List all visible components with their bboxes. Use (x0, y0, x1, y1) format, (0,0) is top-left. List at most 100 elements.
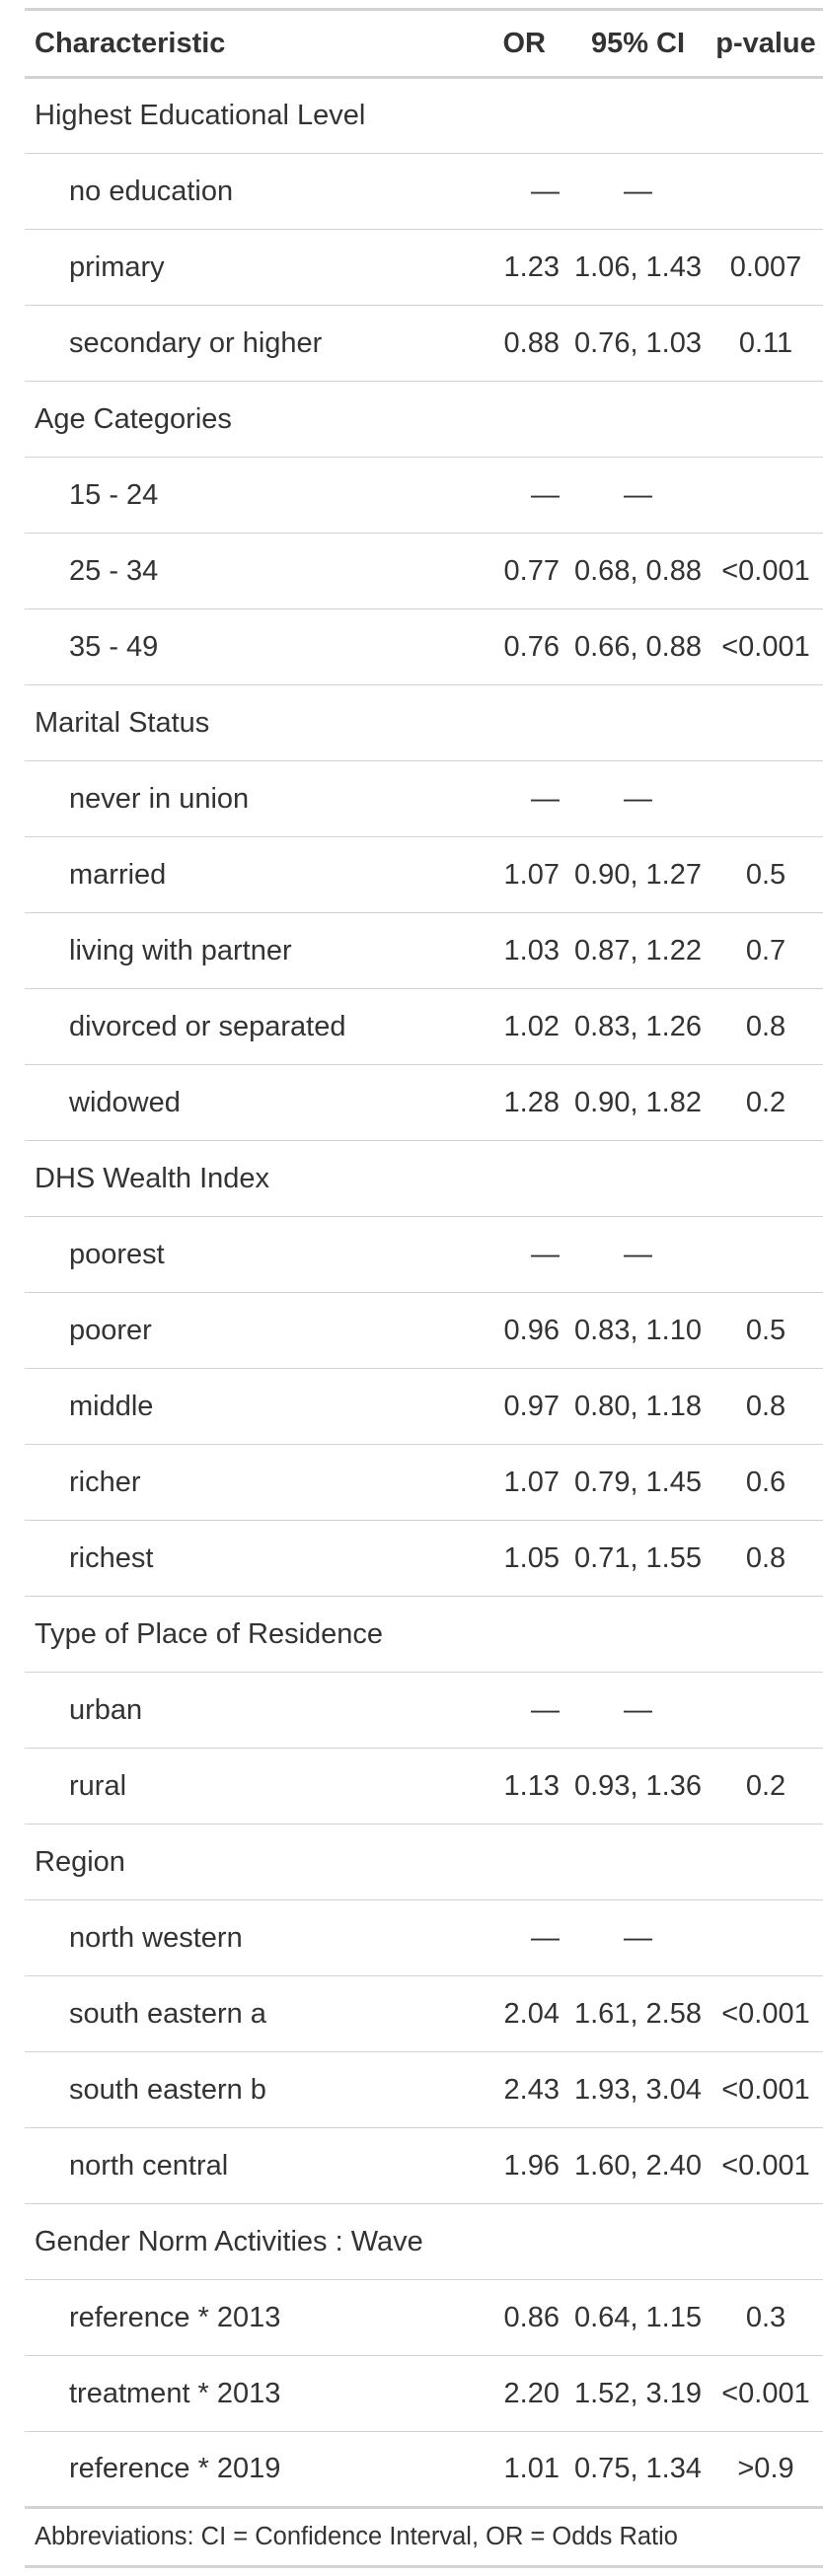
cell-or: 1.05 (464, 1520, 567, 1597)
cell-p-value (709, 77, 823, 154)
cell-or: 0.96 (464, 1292, 567, 1369)
cell-p-value (709, 684, 823, 761)
cell-characteristic: poorer (25, 1292, 464, 1369)
table-row: 35 - 49 0.76 0.66, 0.88 <0.001 (25, 608, 823, 685)
cell-or: 1.01 (464, 2431, 567, 2509)
cell-characteristic: living with partner (25, 912, 464, 989)
cell-characteristic: never in union (25, 760, 464, 837)
cell-ci: — (567, 1672, 709, 1749)
table-row: middle 0.97 0.80, 1.18 0.8 (25, 1368, 823, 1445)
table-row: south eastern a 2.04 1.61, 2.58 <0.001 (25, 1975, 823, 2052)
cell-or: 0.77 (464, 533, 567, 609)
cell-characteristic: Age Categories (25, 381, 464, 458)
cell-characteristic: south eastern b (25, 2051, 464, 2128)
header-row: Characteristic OR 95% CI p-value (25, 8, 823, 79)
cell-or: 1.03 (464, 912, 567, 989)
cell-p-value: <0.001 (709, 533, 823, 609)
header-p-value: p-value (709, 8, 823, 79)
cell-ci (567, 684, 709, 761)
cell-p-value: 0.11 (709, 305, 823, 382)
cell-ci: 0.90, 1.82 (567, 1064, 709, 1141)
table-row: richer 1.07 0.79, 1.45 0.6 (25, 1444, 823, 1521)
cell-characteristic: reference * 2013 (25, 2279, 464, 2356)
cell-characteristic: divorced or separated (25, 988, 464, 1065)
regression-table: Characteristic OR 95% CI p-value Highest… (25, 8, 823, 2568)
cell-or: 0.97 (464, 1368, 567, 1445)
cell-p-value: 0.8 (709, 988, 823, 1065)
cell-or: — (464, 1216, 567, 1293)
table-row: south eastern b 2.43 1.93, 3.04 <0.001 (25, 2051, 823, 2128)
cell-p-value (709, 1672, 823, 1749)
cell-p-value: 0.007 (709, 229, 823, 306)
cell-characteristic: richer (25, 1444, 464, 1521)
cell-ci: 1.52, 3.19 (567, 2355, 709, 2432)
cell-characteristic: richest (25, 1520, 464, 1597)
table-row: 25 - 34 0.77 0.68, 0.88 <0.001 (25, 533, 823, 609)
cell-characteristic: rural (25, 1748, 464, 1825)
cell-or: 0.88 (464, 305, 567, 382)
cell-or: 0.86 (464, 2279, 567, 2356)
table-row: north western — — (25, 1899, 823, 1976)
cell-characteristic: Region (25, 1824, 464, 1900)
cell-characteristic: 15 - 24 (25, 457, 464, 534)
cell-or: — (464, 760, 567, 837)
cell-p-value (709, 153, 823, 230)
cell-or: 0.76 (464, 608, 567, 685)
cell-characteristic: secondary or higher (25, 305, 464, 382)
table-row: divorced or separated 1.02 0.83, 1.26 0.8 (25, 988, 823, 1065)
variable-group-row: Age Categories (25, 381, 823, 458)
cell-ci: 0.93, 1.36 (567, 1748, 709, 1825)
cell-p-value: <0.001 (709, 2127, 823, 2204)
variable-group-row: Region (25, 1824, 823, 1900)
cell-ci: 0.87, 1.22 (567, 912, 709, 989)
cell-characteristic: Gender Norm Activities : Wave (25, 2203, 464, 2280)
table-row: 15 - 24— — (25, 457, 823, 534)
cell-p-value: 0.3 (709, 2279, 823, 2356)
cell-or (464, 381, 567, 458)
cell-ci: 1.61, 2.58 (567, 1975, 709, 2052)
cell-or: — (464, 1899, 567, 1976)
cell-ci: 0.64, 1.15 (567, 2279, 709, 2356)
variable-group-row: Type of Place of Residence (25, 1596, 823, 1673)
cell-characteristic: DHS Wealth Index (25, 1140, 464, 1217)
cell-ci (567, 381, 709, 458)
variable-group-row: Marital Status (25, 684, 823, 761)
cell-or (464, 1140, 567, 1217)
table-body: Highest Educational Level no education — — p… (25, 77, 823, 2509)
table-row: never in union — — (25, 760, 823, 837)
cell-or: 1.28 (464, 1064, 567, 1141)
cell-ci: 0.80, 1.18 (567, 1368, 709, 1445)
cell-characteristic: Marital Status (25, 684, 464, 761)
cell-characteristic: urban (25, 1672, 464, 1749)
cell-or (464, 684, 567, 761)
table-row: no education — — (25, 153, 823, 230)
cell-ci: — (567, 457, 709, 534)
table-header: Characteristic OR 95% CI p-value (25, 8, 823, 79)
cell-ci: 0.75, 1.34 (567, 2431, 709, 2509)
cell-ci: 0.76, 1.03 (567, 305, 709, 382)
cell-p-value: 0.7 (709, 912, 823, 989)
cell-p-value (709, 1596, 823, 1673)
table-row: married 1.07 0.90, 1.27 0.5 (25, 836, 823, 913)
table-row: living with partner 1.03 0.87, 1.22 0.7 (25, 912, 823, 989)
cell-p-value: >0.9 (709, 2431, 823, 2509)
cell-characteristic: Type of Place of Residence (25, 1596, 464, 1673)
cell-ci (567, 77, 709, 154)
cell-ci: — (567, 760, 709, 837)
cell-characteristic: reference * 2019 (25, 2431, 464, 2509)
cell-characteristic: no education (25, 153, 464, 230)
table-row: reference * 2019 1.01 0.75, 1.34 >0.9 (25, 2431, 823, 2509)
table-row: secondary or higher 0.88 0.76, 1.03 0.11 (25, 305, 823, 382)
cell-or: 1.07 (464, 836, 567, 913)
cell-characteristic: married (25, 836, 464, 913)
table-row: poorer 0.96 0.83, 1.10 0.5 (25, 1292, 823, 1369)
cell-characteristic: widowed (25, 1064, 464, 1141)
table-row: richest 1.05 0.71, 1.55 0.8 (25, 1520, 823, 1597)
header-or: OR (464, 8, 567, 79)
cell-ci: 0.83, 1.26 (567, 988, 709, 1065)
cell-characteristic: 35 - 49 (25, 608, 464, 685)
cell-p-value: <0.001 (709, 608, 823, 685)
table-footer: Abbreviations: CI = Confidence Interval,… (25, 2507, 823, 2568)
table-row: reference * 2013 0.86 0.64, 1.15 0.3 (25, 2279, 823, 2356)
cell-ci: 0.66, 0.88 (567, 608, 709, 685)
